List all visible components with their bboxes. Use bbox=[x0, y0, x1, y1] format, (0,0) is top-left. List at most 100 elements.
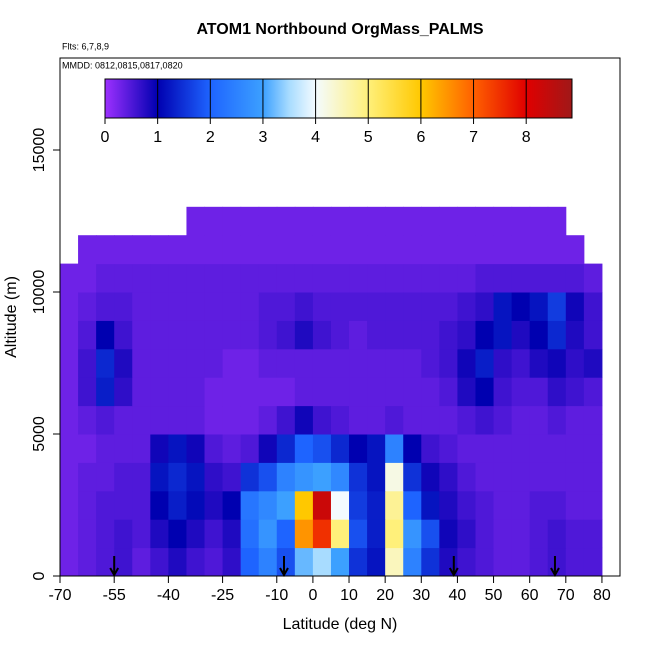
heat-cell bbox=[367, 292, 386, 321]
heat-cell bbox=[78, 547, 97, 577]
heat-cell bbox=[385, 462, 404, 492]
heat-cell bbox=[330, 462, 350, 492]
heat-cell bbox=[583, 348, 603, 378]
heat-cell bbox=[96, 462, 115, 492]
heat-cell bbox=[457, 377, 476, 407]
arrow bbox=[550, 556, 560, 578]
x-tick-label: 20 bbox=[376, 587, 394, 604]
heat-cell bbox=[421, 348, 440, 378]
heat-cell bbox=[312, 434, 332, 463]
heat-cell bbox=[421, 263, 440, 293]
colorbar-tick-label: 1 bbox=[153, 129, 162, 146]
heat-cell bbox=[385, 235, 404, 265]
heat-cell bbox=[349, 547, 368, 577]
heat-cell bbox=[186, 292, 206, 321]
heat-cell bbox=[330, 348, 350, 378]
heat-cell bbox=[547, 206, 567, 236]
heat-cell bbox=[367, 235, 386, 265]
heat-cell bbox=[60, 405, 79, 435]
heat-cell bbox=[330, 377, 350, 407]
heat-cell bbox=[529, 434, 549, 463]
heat-cell bbox=[186, 235, 206, 265]
heat-cell bbox=[367, 377, 386, 407]
heat-cell bbox=[529, 206, 549, 236]
heat-cell bbox=[204, 462, 224, 492]
heat-cell bbox=[421, 519, 440, 549]
heat-cell bbox=[240, 519, 260, 549]
heat-cell bbox=[421, 320, 440, 350]
heat-cell bbox=[565, 405, 585, 435]
x-tick-label: 60 bbox=[521, 587, 539, 604]
heat-cell bbox=[457, 405, 476, 435]
heat-cell bbox=[312, 547, 332, 577]
heat-cell bbox=[114, 263, 133, 293]
heat-cell bbox=[240, 405, 260, 435]
heat-cell bbox=[385, 377, 404, 407]
heat-cell bbox=[330, 490, 350, 520]
heat-cell bbox=[511, 490, 531, 520]
heat-cell bbox=[403, 348, 422, 378]
heat-cell bbox=[330, 547, 350, 577]
heat-cell bbox=[96, 434, 115, 463]
heat-cell bbox=[547, 292, 567, 321]
heat-cell bbox=[457, 235, 476, 265]
heat-cell bbox=[421, 547, 440, 577]
heat-cell bbox=[349, 405, 368, 435]
heat-cell bbox=[186, 405, 206, 435]
arrow bbox=[109, 556, 120, 578]
heat-cell bbox=[312, 320, 332, 350]
heat-cell bbox=[511, 320, 531, 350]
x-tick-label: -70 bbox=[48, 587, 71, 604]
heat-cell bbox=[493, 320, 513, 350]
heat-cell bbox=[60, 348, 79, 378]
heat-cell bbox=[60, 377, 79, 407]
heat-cell bbox=[457, 292, 476, 321]
heat-cell bbox=[294, 206, 314, 236]
heat-cell bbox=[294, 547, 314, 577]
heat-cell bbox=[349, 320, 368, 350]
heat-cell bbox=[132, 320, 151, 350]
heat-cell bbox=[457, 320, 476, 350]
heat-cell bbox=[60, 547, 79, 577]
heat-cell bbox=[565, 462, 585, 492]
heat-cell bbox=[276, 235, 296, 265]
heat-cell bbox=[276, 434, 296, 463]
heat-cell bbox=[330, 235, 350, 265]
heat-cell bbox=[114, 348, 133, 378]
heat-cell bbox=[258, 263, 278, 293]
heat-cell bbox=[529, 377, 549, 407]
heat-cell bbox=[168, 348, 187, 378]
heat-cell bbox=[493, 235, 513, 265]
heat-cell bbox=[403, 206, 422, 236]
heat-cell bbox=[276, 292, 296, 321]
heat-cell bbox=[114, 434, 133, 463]
heat-cell bbox=[114, 320, 133, 350]
heat-cell bbox=[565, 320, 585, 350]
heat-cell bbox=[114, 235, 133, 265]
heat-cell bbox=[78, 320, 97, 350]
heat-cell bbox=[385, 519, 404, 549]
heat-cell bbox=[349, 519, 368, 549]
heat-cell bbox=[78, 263, 97, 293]
colorbar-tick-label: 2 bbox=[206, 129, 215, 146]
heat-cell bbox=[439, 235, 458, 265]
heat-cell bbox=[168, 292, 187, 321]
heat-cell bbox=[132, 490, 151, 520]
heat-cell bbox=[385, 292, 404, 321]
heat-cell bbox=[114, 547, 133, 577]
y-tick-label: 0 bbox=[31, 571, 48, 580]
heat-cell bbox=[403, 405, 422, 435]
heat-cell bbox=[493, 206, 513, 236]
heat-cell bbox=[330, 292, 350, 321]
heat-cell bbox=[403, 490, 422, 520]
heat-cell bbox=[475, 462, 495, 492]
heat-cell bbox=[258, 462, 278, 492]
heat-cell bbox=[367, 348, 386, 378]
heat-cell bbox=[312, 206, 332, 236]
heat-cell bbox=[132, 263, 151, 293]
heat-cell bbox=[403, 320, 422, 350]
heat-cell bbox=[439, 320, 458, 350]
heat-cell bbox=[78, 235, 97, 265]
heat-cell bbox=[204, 263, 224, 293]
heat-cell bbox=[457, 263, 476, 293]
